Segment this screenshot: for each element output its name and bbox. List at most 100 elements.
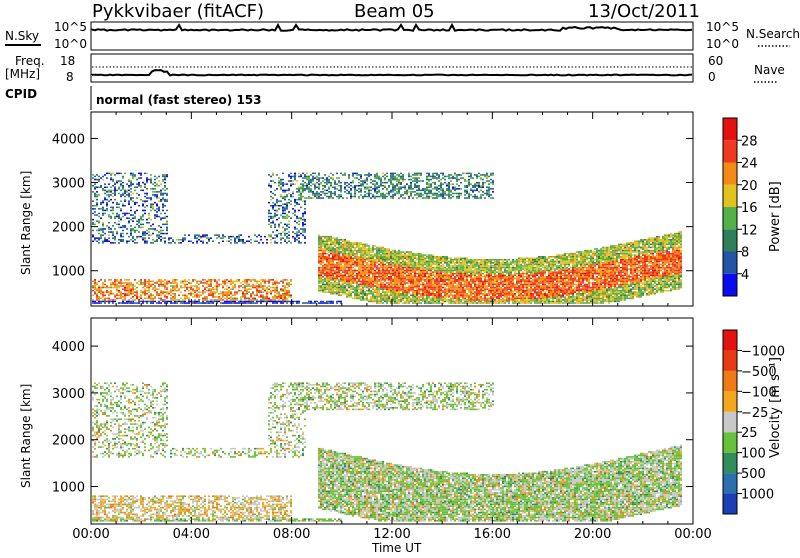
range-cell: [376, 282, 378, 284]
range-cell: [106, 239, 108, 241]
range-cell: [430, 262, 432, 264]
range-cell: [330, 261, 332, 263]
range-cell: [108, 227, 110, 229]
range-cell: [126, 228, 128, 230]
range-cell: [392, 284, 394, 286]
range-cell: [236, 279, 238, 281]
range-cell: [372, 254, 374, 256]
range-cell: [354, 190, 356, 192]
range-cell: [452, 177, 454, 179]
range-cell: [240, 282, 242, 284]
range-cell: [454, 290, 456, 292]
range-cell: [138, 227, 140, 229]
range-cell: [380, 288, 382, 290]
range-cell: [218, 301, 220, 303]
range-cell: [424, 301, 426, 303]
range-cell: [116, 293, 118, 295]
range-cell: [114, 228, 116, 230]
range-cell: [404, 188, 406, 190]
range-cell: [288, 296, 290, 298]
range-cell: [354, 264, 356, 266]
range-cell: [278, 227, 280, 229]
range-cell: [344, 259, 346, 261]
range-cell: [322, 271, 324, 273]
range-cell: [134, 216, 136, 218]
range-cell: [428, 301, 430, 303]
range-cell: [336, 237, 338, 239]
range-cell: [150, 199, 152, 201]
range-cell: [448, 176, 450, 178]
range-cell: [448, 182, 450, 184]
range-cell: [188, 293, 190, 295]
range-cell: [430, 302, 432, 304]
range-cell: [434, 182, 436, 184]
range-cell: [334, 253, 336, 255]
range-cell: [396, 291, 398, 293]
range-cell: [286, 202, 288, 204]
range-cell: [362, 290, 364, 292]
range-cell: [360, 259, 362, 261]
range-cell: [294, 200, 296, 202]
range-cell: [412, 254, 414, 256]
range-cell: [128, 295, 130, 297]
range-cell: [134, 190, 136, 192]
range-cell: [392, 183, 394, 185]
range-cell: [126, 284, 128, 286]
range-cell: [370, 287, 372, 289]
range-cell: [298, 187, 300, 189]
range-cell: [292, 237, 294, 239]
range-cell: [370, 298, 372, 300]
range-cell: [426, 267, 428, 269]
range-cell: [322, 251, 324, 253]
range-cell: [304, 200, 306, 202]
range-cell: [162, 205, 164, 207]
range-cell: [398, 285, 400, 287]
range-cell: [342, 261, 344, 263]
range-cell: [248, 298, 250, 300]
range-cell: [140, 295, 142, 297]
range-cell: [170, 298, 172, 300]
range-cell: [176, 302, 178, 304]
range-cell: [396, 177, 398, 179]
range-cell: [320, 270, 322, 272]
range-cell: [348, 244, 350, 246]
range-cell: [238, 290, 240, 292]
range-cell: [94, 237, 96, 239]
range-cell: [150, 234, 152, 236]
range-cell: [448, 301, 450, 303]
range-cell: [394, 258, 396, 260]
range-cell: [438, 285, 440, 287]
range-cell: [240, 301, 242, 303]
range-cell: [348, 265, 350, 267]
range-cell: [420, 253, 422, 255]
range-cell: [340, 278, 342, 280]
range-cell: [390, 282, 392, 284]
range-cell: [366, 284, 368, 286]
range-cell: [158, 191, 160, 193]
range-cell: [320, 244, 322, 246]
range-cell: [444, 273, 446, 275]
range-cell: [346, 293, 348, 295]
range-cell: [346, 290, 348, 292]
range-cell: [154, 241, 156, 243]
range-cell: [390, 177, 392, 179]
range-cell: [120, 200, 122, 202]
range-cell: [94, 183, 96, 185]
range-cell: [424, 264, 426, 266]
range-cell: [352, 180, 354, 182]
range-cell: [388, 250, 390, 252]
range-cell: [402, 291, 404, 293]
range-cell: [160, 233, 162, 235]
range-cell: [394, 250, 396, 252]
range-cell: [172, 282, 174, 284]
range-cell: [414, 290, 416, 292]
range-cell: [408, 256, 410, 258]
range-cell: [108, 194, 110, 196]
range-cell: [234, 239, 236, 241]
range-cell: [276, 293, 278, 295]
range-cell: [350, 288, 352, 290]
range-cell: [344, 287, 346, 289]
range-cell: [404, 264, 406, 266]
range-cell: [146, 302, 148, 304]
range-cell: [408, 259, 410, 261]
